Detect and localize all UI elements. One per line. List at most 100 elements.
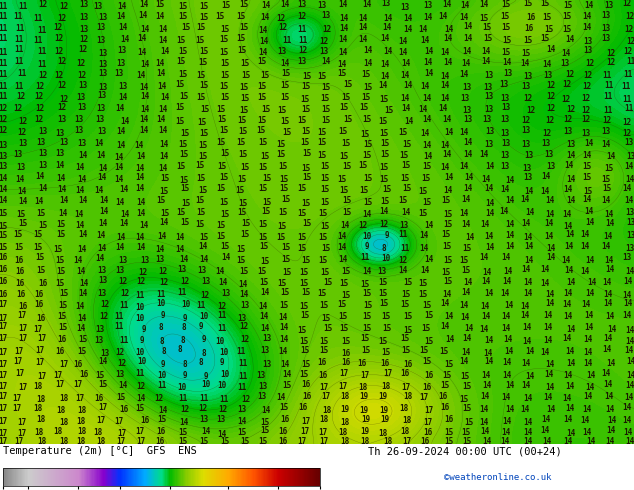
Text: 12: 12 [562, 80, 572, 89]
Text: 14: 14 [439, 104, 448, 113]
Text: 11: 11 [18, 69, 27, 78]
Text: 14: 14 [566, 347, 574, 356]
Text: 14: 14 [444, 172, 453, 182]
Text: 16: 16 [0, 266, 8, 274]
Text: 11: 11 [156, 290, 165, 298]
Text: 12: 12 [36, 82, 44, 91]
Text: 14: 14 [422, 115, 431, 123]
Text: 15: 15 [540, 34, 550, 43]
Text: 13: 13 [524, 151, 534, 160]
Text: 15: 15 [380, 95, 389, 104]
Text: 14: 14 [586, 383, 595, 392]
Text: 15: 15 [159, 187, 169, 196]
Text: 15: 15 [219, 198, 228, 207]
Text: 18: 18 [382, 382, 391, 391]
Text: 14: 14 [157, 232, 166, 241]
Text: 14: 14 [18, 187, 27, 196]
Text: 13: 13 [18, 139, 27, 148]
Text: 14: 14 [524, 242, 533, 251]
Text: 11: 11 [401, 244, 410, 252]
Text: 14: 14 [425, 254, 434, 264]
Text: 12: 12 [586, 59, 595, 68]
Text: 15: 15 [362, 115, 372, 123]
Text: 14: 14 [585, 219, 595, 227]
Text: 14: 14 [566, 359, 575, 368]
Text: 15: 15 [178, 437, 188, 446]
Text: 15: 15 [461, 267, 470, 275]
Text: 14: 14 [624, 162, 634, 171]
Text: 15: 15 [78, 335, 87, 344]
Text: 16: 16 [526, 13, 535, 22]
Text: 14: 14 [607, 325, 616, 334]
Text: 13: 13 [256, 371, 266, 380]
Text: 18: 18 [360, 437, 370, 446]
Text: 13: 13 [77, 139, 87, 147]
Text: 15: 15 [297, 184, 306, 193]
Text: 13: 13 [503, 69, 513, 78]
Text: 15: 15 [217, 162, 226, 171]
Text: 9: 9 [198, 322, 203, 331]
Text: 14: 14 [461, 289, 470, 297]
Text: 15: 15 [297, 233, 306, 243]
Text: 15: 15 [280, 301, 289, 311]
Text: 11: 11 [624, 104, 633, 113]
Text: 14: 14 [278, 313, 287, 322]
Text: 12: 12 [545, 116, 554, 124]
Text: 14: 14 [399, 267, 408, 275]
Text: 15: 15 [18, 219, 27, 228]
Text: 14: 14 [603, 345, 612, 354]
Text: 17: 17 [37, 372, 46, 381]
Text: 13: 13 [524, 72, 533, 81]
Text: 8: 8 [158, 323, 163, 332]
Text: 14: 14 [140, 105, 150, 114]
Text: 14: 14 [603, 334, 612, 343]
Text: 15: 15 [301, 360, 311, 368]
Text: 14: 14 [481, 57, 491, 66]
Text: 13: 13 [216, 416, 226, 424]
Text: 14: 14 [581, 267, 590, 276]
Text: 15: 15 [36, 267, 45, 275]
Text: 16: 16 [18, 302, 28, 311]
Text: 15: 15 [300, 311, 309, 320]
Text: 15: 15 [320, 301, 328, 310]
Text: 16: 16 [15, 256, 24, 265]
Text: 14: 14 [98, 357, 107, 366]
Text: 12: 12 [55, 47, 63, 56]
Text: 15: 15 [258, 164, 268, 172]
Text: 14: 14 [420, 129, 430, 138]
Text: 14: 14 [118, 23, 127, 32]
Text: 18: 18 [339, 428, 348, 438]
Text: 15: 15 [321, 244, 330, 253]
Text: 14: 14 [443, 290, 451, 299]
Text: 13: 13 [80, 25, 89, 34]
Text: 14: 14 [521, 302, 529, 311]
Text: 14: 14 [445, 335, 454, 343]
Text: 15: 15 [276, 150, 286, 159]
Text: 14: 14 [542, 437, 552, 446]
Text: 18: 18 [403, 392, 413, 401]
Text: 14: 14 [566, 151, 576, 160]
Text: 14: 14 [481, 392, 490, 401]
Text: 15: 15 [238, 198, 248, 208]
Text: 11: 11 [33, 14, 42, 23]
Text: 13: 13 [100, 348, 109, 358]
Text: 15: 15 [380, 139, 389, 148]
Text: 14: 14 [114, 152, 124, 162]
Text: 14: 14 [583, 151, 592, 160]
Text: 12: 12 [58, 14, 67, 23]
Text: 14: 14 [623, 184, 632, 193]
Text: 15: 15 [442, 243, 451, 251]
Text: 13: 13 [501, 151, 510, 160]
Text: 14: 14 [547, 253, 555, 263]
Text: 14: 14 [135, 164, 145, 173]
Text: 14: 14 [501, 312, 511, 320]
Text: 14: 14 [97, 244, 107, 253]
Text: 14: 14 [155, 245, 165, 253]
Text: 15: 15 [278, 162, 288, 171]
Text: 11: 11 [0, 24, 8, 33]
Text: 12: 12 [562, 95, 571, 103]
Text: 14: 14 [546, 405, 555, 415]
Text: 15: 15 [195, 220, 205, 229]
Text: 15: 15 [318, 209, 328, 218]
Text: 17: 17 [419, 393, 429, 402]
